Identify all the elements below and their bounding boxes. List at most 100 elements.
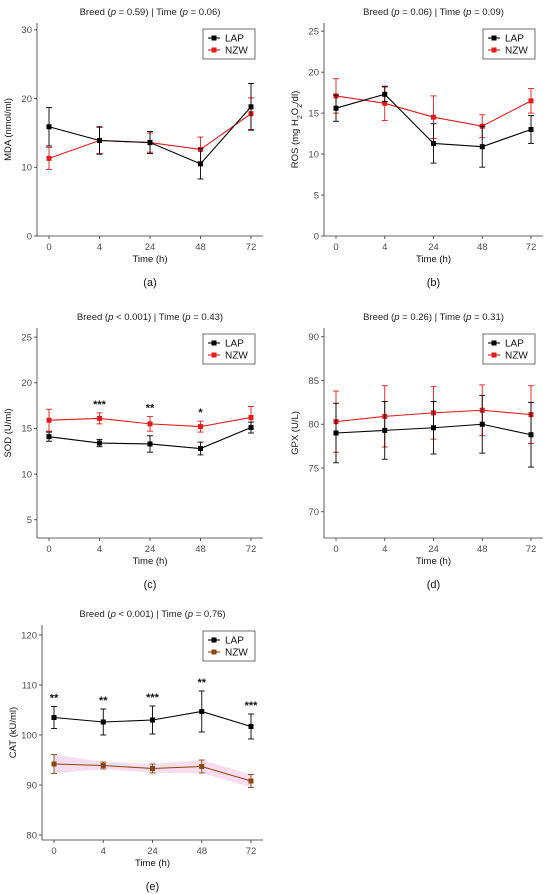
legend-label: NZW bbox=[505, 351, 528, 362]
x-tick-label: 48 bbox=[477, 242, 488, 253]
data-point bbox=[51, 761, 57, 767]
data-point bbox=[150, 717, 155, 723]
series-nzw bbox=[46, 406, 254, 433]
data-point bbox=[198, 424, 203, 430]
data-point bbox=[147, 140, 153, 146]
chart-title-part: Breed ( bbox=[80, 7, 112, 18]
significance-label: *** bbox=[93, 399, 107, 411]
y-tick-label: 90 bbox=[26, 780, 37, 791]
x-tick-label: 72 bbox=[246, 544, 257, 555]
y-tick-label: 20 bbox=[21, 378, 32, 389]
panel-label: (b) bbox=[427, 277, 440, 289]
data-point bbox=[382, 100, 388, 106]
data-point bbox=[150, 766, 155, 771]
y-tick-label: 75 bbox=[308, 463, 319, 474]
data-point bbox=[528, 127, 534, 132]
y-tick-label: 10 bbox=[21, 163, 32, 174]
x-tick-label: 4 bbox=[382, 242, 387, 253]
data-point bbox=[248, 425, 254, 431]
data-point bbox=[97, 440, 102, 446]
chart-title: Breed (p < 0.001) | Time (p = 0.76) bbox=[79, 609, 225, 620]
x-tick-label: 4 bbox=[97, 242, 102, 253]
data-point bbox=[479, 421, 485, 427]
legend-label: NZW bbox=[225, 648, 248, 659]
chart-title-part: = 0.43) bbox=[191, 312, 223, 323]
legend-box bbox=[482, 28, 536, 60]
x-tick-label: 48 bbox=[196, 846, 207, 857]
y-tick-label: 10 bbox=[21, 469, 32, 480]
chart-title: Breed (p = 0.06) | Time (p = 0.09) bbox=[363, 7, 504, 18]
y-axis-label-part: O bbox=[290, 108, 301, 115]
legend-label: NZW bbox=[225, 351, 248, 362]
chart-title-part: = 0.76) bbox=[193, 609, 225, 620]
chart-title-part: p bbox=[184, 312, 190, 323]
chart-title-part: p bbox=[465, 312, 471, 323]
legend-marker bbox=[211, 35, 217, 41]
significance-label: *** bbox=[146, 692, 160, 704]
legend-label: LAP bbox=[225, 636, 244, 647]
series-lap bbox=[51, 690, 254, 740]
legend-box bbox=[482, 333, 536, 365]
y-tick-label: 5 bbox=[27, 515, 32, 526]
x-tick-label: 24 bbox=[145, 242, 156, 253]
data-point bbox=[333, 105, 339, 111]
y-tick-label: 20 bbox=[308, 67, 319, 78]
x-axis-label: Time (h) bbox=[132, 254, 167, 265]
y-axis-label-part: /dl) bbox=[290, 91, 301, 104]
x-tick-label: 24 bbox=[428, 544, 439, 555]
x-axis-label: Time (h) bbox=[135, 858, 170, 869]
legend-marker bbox=[211, 637, 217, 643]
data-point bbox=[46, 434, 52, 440]
legend-marker bbox=[211, 340, 217, 346]
y-axis-label-part: 2 bbox=[297, 104, 304, 108]
chart-title-part: = 0.06) bbox=[188, 7, 220, 18]
legend-marker bbox=[491, 340, 497, 346]
legend-box bbox=[202, 28, 256, 60]
y-axis-label: SOD (U/ml) bbox=[3, 408, 14, 457]
chart-panel-1: Breed (p = 0.06) | Time (p = 0.09)051015… bbox=[290, 7, 543, 289]
chart-title: Breed (p = 0.59) | Time (p = 0.06) bbox=[80, 7, 221, 18]
x-tick-label: 72 bbox=[526, 242, 537, 253]
data-point bbox=[198, 446, 203, 452]
y-axis-label: GPX (U/L) bbox=[290, 411, 301, 455]
series-lap bbox=[333, 394, 534, 468]
x-tick-label: 4 bbox=[97, 544, 102, 555]
y-tick-label: 85 bbox=[308, 376, 319, 387]
significance-label: * bbox=[198, 407, 203, 419]
chart-title-part: Breed ( bbox=[363, 7, 395, 18]
chart-title-part: p bbox=[393, 7, 399, 18]
data-point bbox=[431, 425, 436, 431]
series-nzw bbox=[51, 754, 254, 788]
x-axis-label: Time (h) bbox=[416, 254, 451, 265]
legend-box bbox=[202, 333, 256, 365]
chart-title-part: p bbox=[182, 7, 188, 18]
x-tick-label: 24 bbox=[428, 242, 439, 253]
chart-title: Breed (p < 0.001) | Time (p = 0.43) bbox=[77, 312, 223, 323]
y-tick-label: 25 bbox=[308, 26, 319, 37]
chart-title-part: p bbox=[187, 609, 193, 620]
data-point bbox=[100, 719, 106, 725]
y-tick-label: 0 bbox=[27, 231, 32, 242]
significance-label: ** bbox=[146, 403, 155, 415]
data-point bbox=[248, 104, 254, 110]
data-point bbox=[147, 421, 153, 427]
y-tick-label: 15 bbox=[21, 424, 32, 435]
x-tick-label: 24 bbox=[145, 544, 156, 555]
x-tick-label: 72 bbox=[246, 846, 257, 857]
legend-box bbox=[202, 630, 256, 662]
x-tick-label: 48 bbox=[195, 242, 206, 253]
x-tick-label: 4 bbox=[382, 544, 387, 555]
chart-title-part: = 0.31) bbox=[471, 312, 503, 323]
data-point bbox=[528, 432, 534, 438]
significance-label: ** bbox=[50, 693, 59, 705]
y-tick-label: 80 bbox=[308, 420, 319, 431]
y-tick-label: 120 bbox=[21, 630, 37, 641]
data-point bbox=[248, 414, 254, 420]
data-point bbox=[431, 140, 436, 146]
data-point bbox=[46, 155, 52, 161]
x-axis-label: Time (h) bbox=[416, 556, 451, 567]
chart-title-part: p bbox=[393, 312, 399, 323]
data-point bbox=[528, 98, 534, 104]
